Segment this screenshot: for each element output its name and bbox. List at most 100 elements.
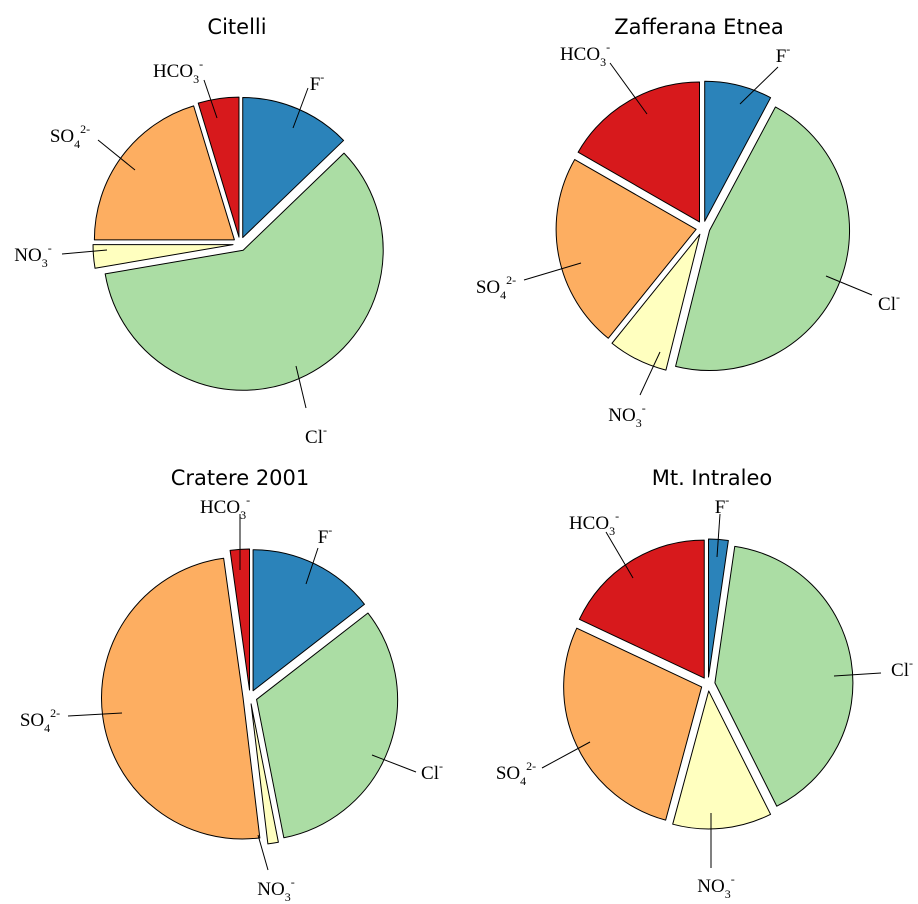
pie-cratere-2001-slice-no3 [250,703,279,845]
pie-citelli-label-cl-base: Cl [305,427,323,448]
pie-zafferana-etnea-leader-hco3 [609,62,648,115]
pie-mt-intraleo-label-cl-superscript: - [909,656,913,670]
pie-mt-intraleo-slice-cl [714,545,854,807]
pie-mt-intraleo-label-cl-base: Cl [891,660,909,681]
pie-mt-intraleo-label-cl: Cl- [891,656,913,681]
pie-mt-intraleo-label-hco3-base: HCO [569,513,609,534]
pie-mt-intraleo-slice-hco3 [578,539,705,679]
pie-cratere-2001-label-hco3-subscript: 3 [240,508,246,522]
pie-cratere-2001-label-hco3-superscript: - [246,493,250,507]
pie-zafferana-etnea-slice-no3 [611,233,701,371]
pie-mt-intraleo-label-so42-subscript: 4 [520,774,526,788]
pie-mt-intraleo-label-no3-base: NO [697,876,724,897]
pie-citelli-slice-no3 [92,244,234,269]
pie-citelli-title: Citelli [207,15,266,39]
pie-citelli-leader-no3 [61,249,108,255]
pie-mt-intraleo-leader-cl [833,672,882,677]
pie-zafferana-etnea-label-so42-superscript: 2- [506,273,516,287]
pie-cratere-2001-title: Cratere 2001 [171,466,310,490]
pie-cratere-2001-label-f: F- [318,523,333,548]
pie-cratere-2001-slice-cl [256,612,399,839]
pie-zafferana-etnea-slice-hco3 [577,81,700,223]
pie-mt-intraleo-label-f-base: F [715,497,726,518]
pie-cratere-2001-label-no3: NO3- [257,875,294,904]
pie-zafferana-etnea-label-cl: Cl- [878,290,900,315]
pie-zafferana-etnea-leader-f [739,66,779,105]
pie-zafferana-etnea-label-cl-superscript: - [896,290,900,304]
pie-mt-intraleo-leader-so42 [541,741,591,769]
pie-zafferana-etnea-label-hco3-subscript: 3 [600,55,606,69]
pie-citelli-label-hco3: HCO3- [153,57,203,86]
pie-cratere-2001-label-so42-superscript: 2- [50,706,60,720]
pie-cratere-2001-leader-so42 [67,712,123,717]
pie-citelli-label-f: F- [310,70,325,95]
pie-citelli-label-so42: SO42- [50,122,90,151]
pie-zafferana-etnea-label-hco3: HCO3- [560,40,610,69]
pie-mt-intraleo-label-so42-base: SO [496,763,520,784]
pie-cratere-2001-label-so42-base: SO [20,710,44,731]
pie-zafferana-etnea-label-no3-superscript: - [642,401,646,415]
pie-mt-intraleo-label-hco3-superscript: - [615,509,619,523]
pie-mt-intraleo-label-no3-superscript: - [731,872,735,886]
pie-zafferana-etnea-label-f: F- [776,42,791,67]
pie-zafferana-etnea-label-f-superscript: - [786,42,790,56]
pie-zafferana-etnea-label-hco3-superscript: - [606,40,610,54]
pie-cratere-2001-label-f-base: F [318,527,329,548]
pie-citelli-label-cl: Cl- [305,423,327,448]
pie-citelli-label-so42-subscript: 4 [74,137,80,151]
pie-citelli-label-no3-base: NO [14,245,41,266]
pie-mt-intraleo-leader-hco3 [605,531,634,579]
pie-zafferana-etnea-label-so42-subscript: 4 [500,288,506,302]
pie-citelli-slice-cl [104,152,384,391]
pie-zafferana-etnea-leader-no3 [639,351,661,396]
pie-cratere-2001-slice-f [252,549,365,692]
pie-zafferana-etnea-label-so42: SO42- [476,273,516,302]
pie-zafferana-etnea-label-no3: NO3- [608,401,645,430]
pie-cratere-2001-label-so42-subscript: 4 [44,721,50,735]
pie-mt-intraleo-label-so42-superscript: 2- [526,759,536,773]
pie-cratere-2001-leader-no3 [257,834,269,871]
pie-zafferana-etnea-label-no3-base: NO [608,405,635,426]
pie-citelli-label-so42-superscript: 2- [80,122,90,136]
pie-cratere-2001-label-cl-superscript: - [439,759,443,773]
pie-citelli-label-cl-superscript: - [323,423,327,437]
pie-citelli-label-so42-base: SO [50,126,74,147]
pie-mt-intraleo-label-no3-subscript: 3 [725,887,731,901]
pie-citelli-slice-f [242,97,345,239]
pie-mt-intraleo-label-so42: SO42- [496,759,536,788]
pie-citelli-leader-so42 [97,139,136,171]
pie-citelli-slice-so42 [93,105,235,241]
pie-zafferana-etnea-leader-so42 [523,262,582,281]
pie-zafferana-etnea-slice-so42 [555,159,697,339]
pie-citelli-label-hco3-base: HCO [153,61,193,82]
pie-mt-intraleo-label-f: F- [715,493,730,518]
pie-cratere-2001-slice-so42 [101,557,261,840]
pie-mt-intraleo-title: Mt. Intraleo [652,466,773,490]
pie-cratere-2001-label-no3-superscript: - [291,875,295,889]
pie-zafferana-etnea-label-so42-base: SO [476,277,500,298]
pie-citelli-leader-cl [295,365,307,409]
pie-cratere-2001-leader-cl [371,754,417,773]
pie-mt-intraleo-slice-so42 [563,627,703,821]
pie-cratere-2001-label-so42: SO42- [20,706,60,735]
pie-mt-intraleo-label-no3: NO3- [697,872,734,901]
pie-cratere-2001-label-hco3-base: HCO [200,497,240,518]
pie-citelli-slice-hco3 [197,96,240,238]
pie-citelli-label-f-base: F [310,74,321,95]
pie-citelli-label-no3: NO3- [14,241,51,270]
pie-mt-intraleo-label-hco3-subscript: 3 [609,524,615,538]
pie-citelli-leader-hco3 [203,79,218,119]
pie-zafferana-etnea-leader-cl [825,275,873,296]
pie-zafferana-etnea-label-cl-base: Cl [878,294,896,315]
pie-mt-intraleo-label-f-superscript: - [725,493,729,507]
pie-cratere-2001-label-f-superscript: - [328,523,332,537]
pie-zafferana-etnea-label-no3-subscript: 3 [636,416,642,430]
pie-citelli-label-f-superscript: - [320,70,324,84]
pie-cratere-2001-leader-f [305,547,319,585]
pie-cratere-2001-label-no3-subscript: 3 [285,890,291,904]
pie-zafferana-etnea-title: Zafferana Etnea [614,15,784,39]
